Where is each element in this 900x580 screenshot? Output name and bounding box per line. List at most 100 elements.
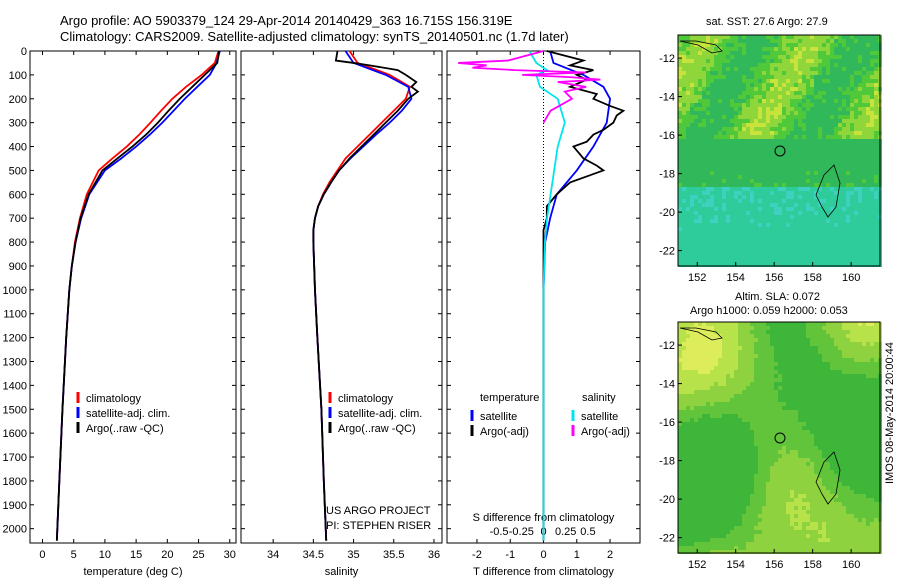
map-cell [714, 135, 718, 139]
map-cell [722, 251, 726, 255]
map-cell [846, 43, 850, 47]
map-cell [774, 91, 778, 95]
map-cell [774, 219, 778, 223]
map-cell [750, 131, 754, 135]
map-cell [810, 191, 814, 195]
map-cell [702, 255, 706, 259]
map-cell [862, 175, 866, 179]
map-cell [762, 111, 766, 115]
map-cell [730, 223, 734, 227]
map-cell [790, 43, 794, 47]
map-cell [854, 111, 858, 115]
map-cell [874, 83, 878, 87]
map-cell [778, 251, 782, 255]
map-cell [738, 450, 742, 454]
map-cell [802, 179, 806, 183]
map-cell [786, 259, 790, 263]
map-cell [678, 47, 682, 51]
map-cell [766, 39, 770, 43]
map-cell [866, 75, 870, 79]
map-cell [770, 99, 774, 103]
map-cell [766, 450, 770, 454]
map-cell [818, 103, 822, 107]
map-cell [802, 183, 806, 187]
map-cell [694, 259, 698, 263]
map-cell [858, 338, 862, 342]
map-cell [858, 71, 862, 75]
map-cell [870, 382, 874, 386]
map-cell [786, 203, 790, 207]
map-cell [738, 402, 742, 406]
map-cell [746, 187, 750, 191]
map-cell [862, 239, 866, 243]
map-cell [854, 119, 858, 123]
map-cell [762, 47, 766, 51]
map-cell [758, 378, 762, 382]
map-cell [874, 87, 878, 91]
map-cell [838, 370, 842, 374]
map-cell [770, 147, 774, 151]
map-cell [802, 107, 806, 111]
map-cell [746, 438, 750, 442]
map-cell [690, 442, 694, 446]
map-cell [830, 342, 834, 346]
map-cell [726, 362, 730, 366]
map-cell [714, 215, 718, 219]
map-cell [678, 111, 682, 115]
map-cell [698, 167, 702, 171]
map-cell [838, 346, 842, 350]
map-cell [802, 346, 806, 350]
map-cell [778, 231, 782, 235]
map-cell [762, 398, 766, 402]
map-cell [834, 334, 838, 338]
map-cell [806, 334, 810, 338]
map-cell [826, 390, 830, 394]
map-cell [710, 422, 714, 426]
map-cell [698, 247, 702, 251]
map-cell [830, 39, 834, 43]
map-cell [774, 354, 778, 358]
map-cell [798, 199, 802, 203]
map-cell [682, 51, 686, 55]
map-cell [834, 219, 838, 223]
map-cell [750, 51, 754, 55]
map-cell [682, 159, 686, 163]
map-cell [786, 143, 790, 147]
map-cell [754, 430, 758, 434]
map-cell [850, 410, 854, 414]
map-cell [842, 235, 846, 239]
map-cell [842, 215, 846, 219]
map-cell [694, 239, 698, 243]
map-cell [734, 163, 738, 167]
map-cell [686, 394, 690, 398]
map-cell [782, 450, 786, 454]
map-cell [830, 119, 834, 123]
map-cell [798, 442, 802, 446]
map-cell [870, 75, 874, 79]
map-cell [826, 199, 830, 203]
map-cell [678, 378, 682, 382]
map-cell [834, 366, 838, 370]
map-cell [830, 426, 834, 430]
map-cell [806, 239, 810, 243]
map-cell [706, 195, 710, 199]
map-cell [702, 231, 706, 235]
map-cell [814, 354, 818, 358]
map-cell [862, 75, 866, 79]
map-cell [810, 223, 814, 227]
map-cell [722, 59, 726, 63]
map-cell [814, 131, 818, 135]
map-cell [802, 199, 806, 203]
map-cell [774, 239, 778, 243]
map-cell [822, 370, 826, 374]
map-cell [778, 187, 782, 191]
map-cell [874, 183, 878, 187]
map-cell [810, 239, 814, 243]
map-cell [754, 63, 758, 67]
map-cell [694, 390, 698, 394]
map-cell [762, 123, 766, 127]
map-cell [734, 374, 738, 378]
map-cell [822, 374, 826, 378]
map-cell [678, 155, 682, 159]
map-cell [858, 223, 862, 227]
